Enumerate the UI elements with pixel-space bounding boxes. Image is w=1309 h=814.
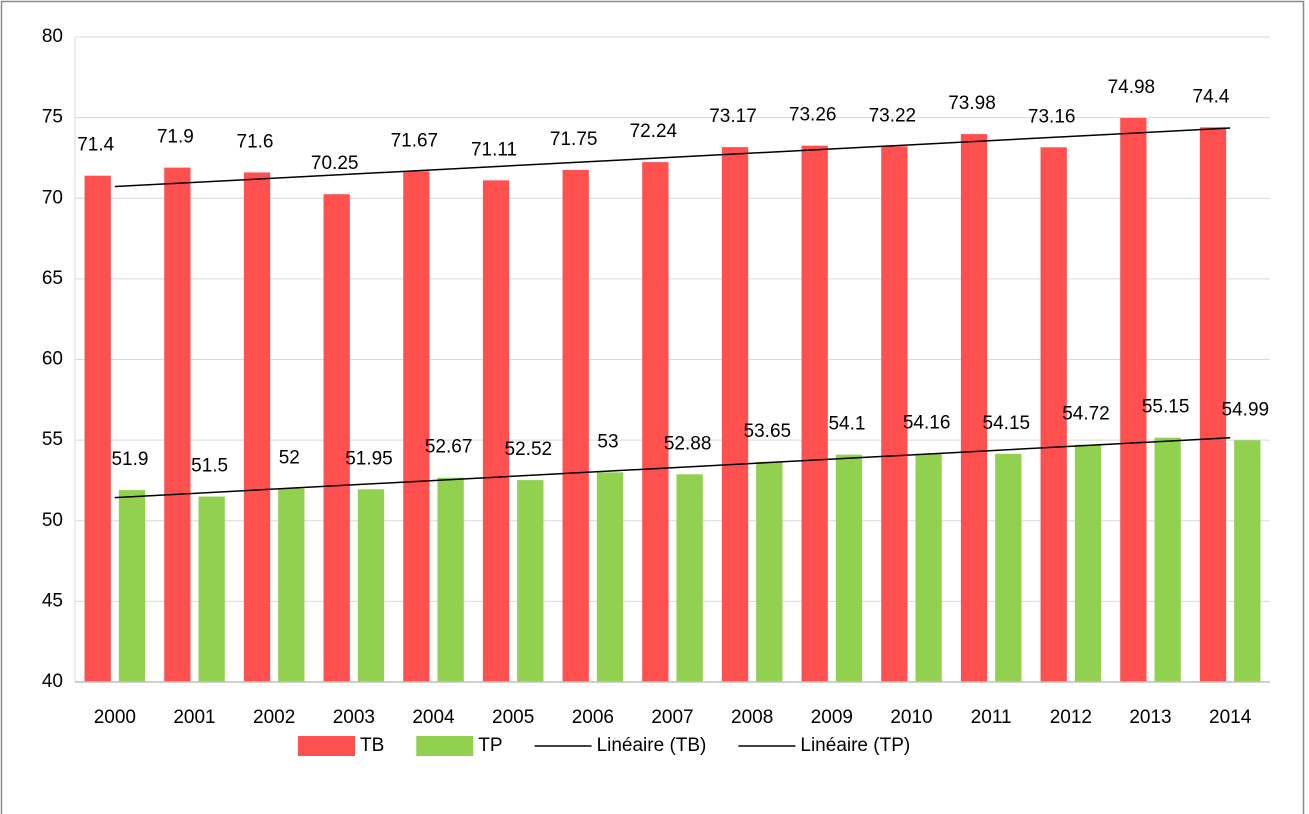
bar [1234, 440, 1261, 682]
data-label: 53.65 [744, 421, 792, 442]
data-label: 71.4 [77, 135, 114, 156]
data-label: 52.88 [664, 433, 712, 454]
data-label: 73.22 [869, 105, 917, 126]
bar [642, 162, 669, 682]
bar [756, 461, 783, 682]
x-tick-label: 2014 [1209, 707, 1252, 728]
data-label: 53 [597, 431, 618, 452]
data-label: 73.98 [948, 93, 996, 114]
data-label: 54.1 [828, 414, 865, 435]
x-tick-label: 2011 [971, 707, 1012, 728]
data-label: 54.72 [1062, 404, 1110, 425]
data-label: 74.98 [1108, 77, 1156, 98]
data-label: 54.16 [903, 413, 951, 434]
bar [437, 477, 464, 682]
data-label: 71.11 [471, 139, 517, 160]
data-label: 72.24 [630, 121, 678, 142]
bar [596, 472, 624, 682]
data-label: 52.67 [425, 437, 473, 458]
data-label: 55.15 [1142, 397, 1190, 418]
bar [278, 488, 305, 682]
x-tick-label: 2007 [651, 707, 693, 728]
bar [243, 172, 271, 682]
bar [357, 489, 385, 682]
y-tick-label: 70 [42, 187, 63, 208]
x-tick-label: 2004 [412, 707, 455, 728]
y-tick-label: 75 [42, 107, 63, 128]
data-label: 73.17 [709, 106, 757, 127]
trendline [114, 127, 1231, 188]
data-label: 54.99 [1222, 399, 1270, 420]
x-tick-label: 2003 [333, 707, 375, 728]
y-tick-label: 80 [42, 26, 63, 47]
bar [676, 474, 703, 682]
x-tick-label: 2000 [94, 707, 136, 728]
y-tick-label: 55 [42, 429, 63, 450]
data-label: 71.9 [157, 127, 194, 148]
y-tick-label: 65 [42, 268, 63, 289]
data-label: 51.95 [345, 448, 393, 469]
legend-label: TP [478, 735, 502, 756]
y-tick-label: 60 [42, 349, 63, 370]
bar [198, 496, 225, 682]
bar [118, 490, 146, 682]
bar [881, 146, 908, 682]
bar [323, 194, 350, 682]
data-label: 73.16 [1028, 106, 1076, 127]
x-tick-label: 2002 [253, 707, 295, 728]
bar [164, 167, 191, 683]
bar [721, 147, 749, 683]
y-tick-label: 45 [42, 590, 63, 611]
data-label: 74.4 [1193, 86, 1230, 107]
bar [482, 180, 510, 682]
bar [1040, 147, 1067, 683]
x-tick-label: 2006 [572, 707, 614, 728]
legend-swatch [298, 736, 355, 756]
bar [562, 170, 589, 682]
legend-label: TB [360, 735, 384, 756]
x-tick-label: 2013 [1129, 707, 1171, 728]
bar [835, 454, 863, 682]
data-label: 51.5 [191, 456, 228, 477]
x-tick-label: 2001 [173, 707, 215, 728]
data-label: 73.26 [789, 105, 837, 126]
x-tick-label: 2010 [890, 707, 932, 728]
data-label: 52.52 [505, 439, 553, 460]
trendline [114, 437, 1231, 499]
bar [995, 453, 1022, 682]
data-label: 71.67 [391, 130, 439, 151]
bar [960, 134, 988, 682]
bar [801, 145, 828, 682]
x-tick-label: 2005 [492, 707, 534, 728]
bar [915, 453, 942, 682]
x-tick-label: 2009 [811, 707, 853, 728]
bar [1199, 127, 1227, 683]
y-tick-label: 40 [42, 671, 63, 692]
legend-swatch [416, 736, 474, 756]
data-label: 51.9 [111, 449, 148, 470]
bar [403, 171, 430, 683]
legend-label: Linéaire (TP) [800, 735, 910, 756]
data-label: 54.15 [983, 413, 1031, 434]
bar [517, 480, 544, 682]
bar [1120, 117, 1147, 682]
legend-label: Linéaire (TB) [597, 735, 707, 756]
bar [84, 175, 111, 683]
y-tick-label: 50 [42, 510, 63, 531]
bar [1154, 437, 1181, 682]
data-label: 71.75 [550, 129, 598, 150]
data-label: 70.25 [311, 153, 359, 174]
bar [1074, 444, 1102, 682]
data-label: 71.6 [237, 131, 274, 152]
x-tick-label: 2008 [731, 707, 773, 728]
x-tick-label: 2012 [1050, 707, 1092, 728]
data-label: 52 [279, 448, 300, 469]
